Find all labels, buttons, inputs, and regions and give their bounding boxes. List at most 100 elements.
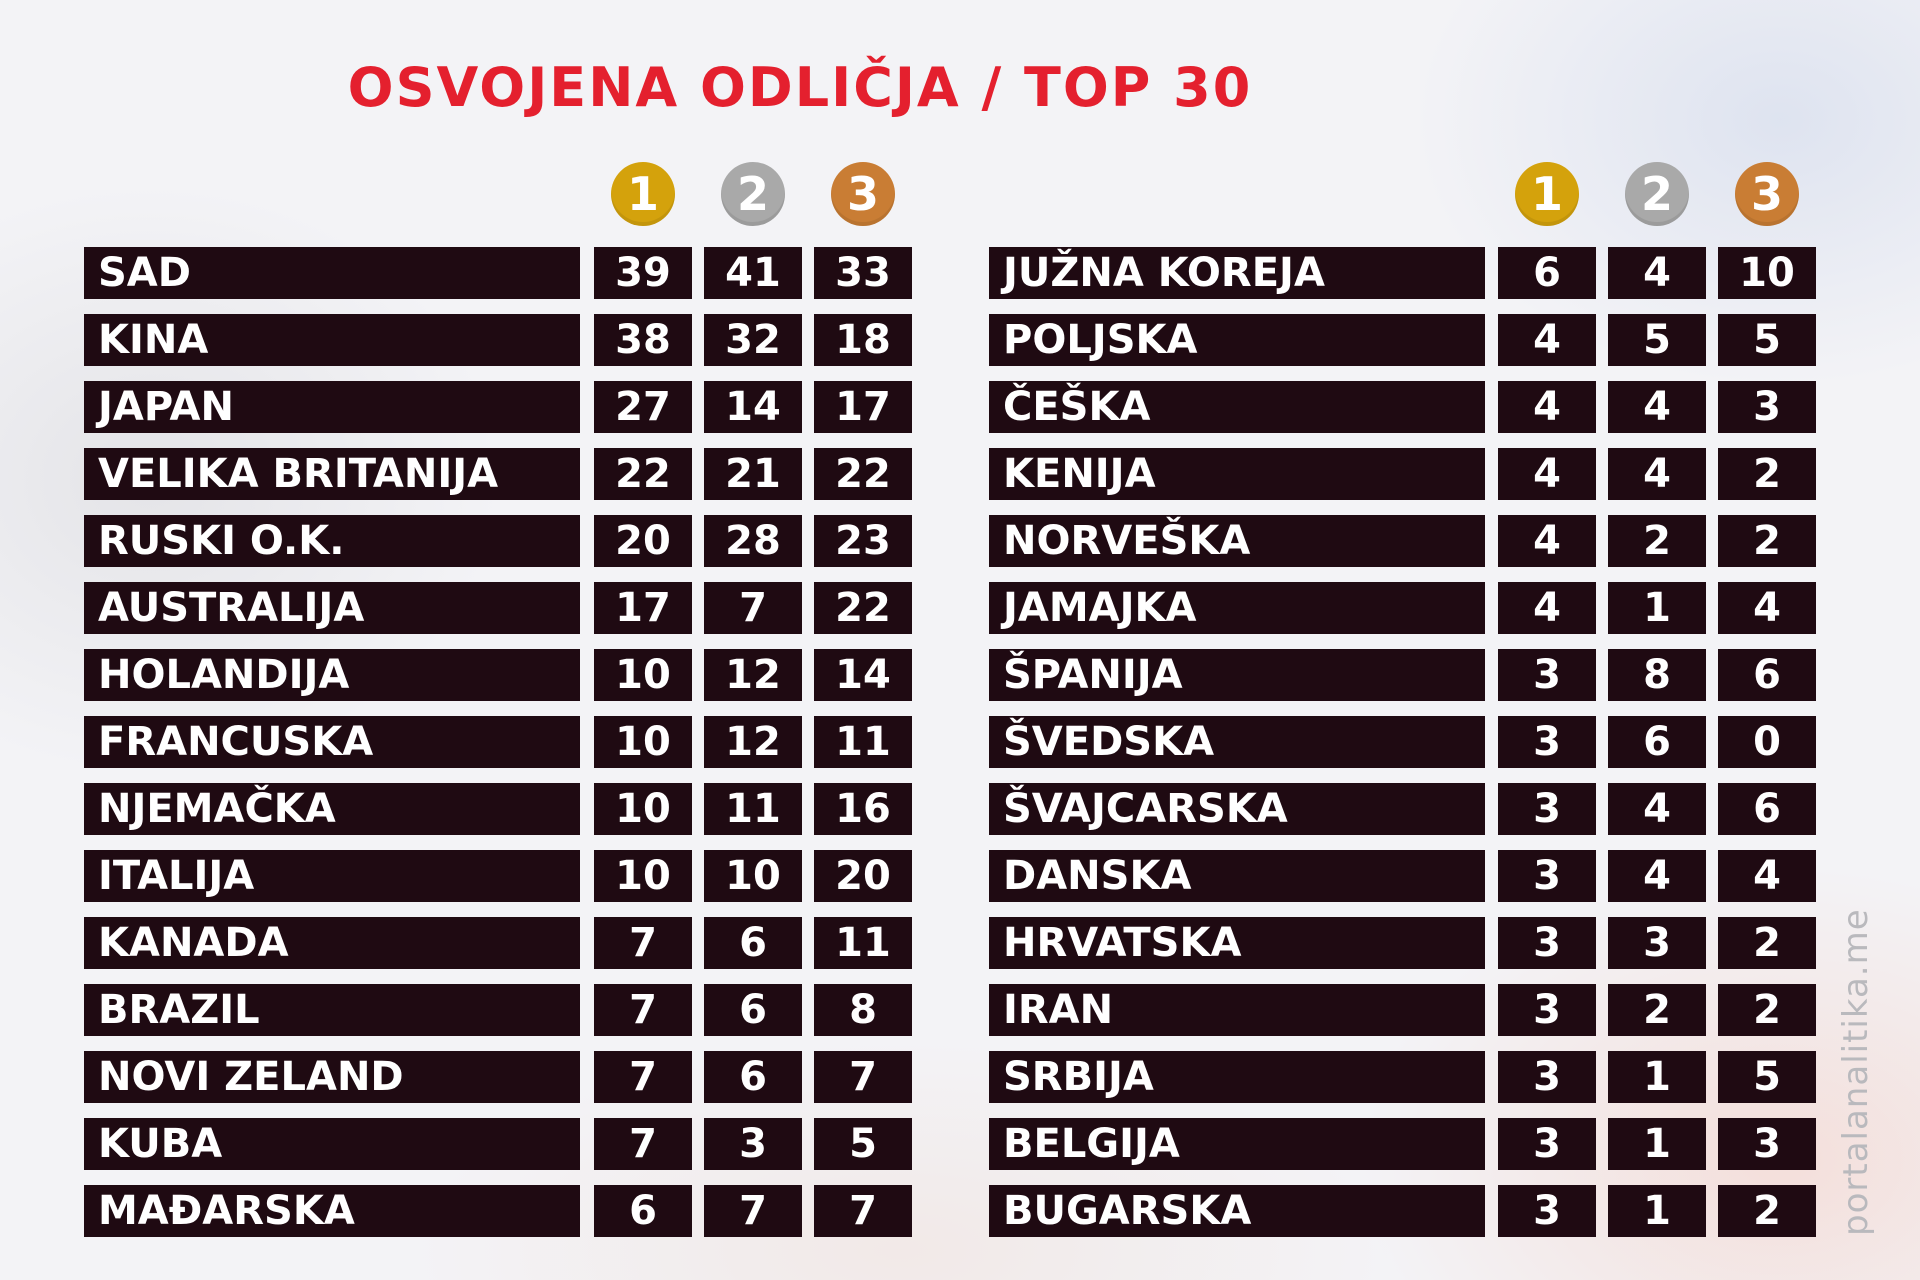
bronze-count: 5 xyxy=(814,1118,912,1170)
country-name: ŠVEDSKA xyxy=(989,716,1485,768)
silver-count: 1 xyxy=(1608,1051,1706,1103)
gold-count: 3 xyxy=(1498,850,1596,902)
silver-count: 4 xyxy=(1608,448,1706,500)
bronze-count: 2 xyxy=(1718,984,1816,1036)
gold-count: 22 xyxy=(594,448,692,500)
gold-count: 10 xyxy=(594,783,692,835)
silver-count: 7 xyxy=(704,1185,802,1237)
country-name: BELGIJA xyxy=(989,1118,1485,1170)
silver-count: 12 xyxy=(704,649,802,701)
silver-count: 12 xyxy=(704,716,802,768)
country-name: MAĐARSKA xyxy=(84,1185,580,1237)
country-name: BUGARSKA xyxy=(989,1185,1485,1237)
gold-count: 3 xyxy=(1498,1185,1596,1237)
gold-count: 3 xyxy=(1498,917,1596,969)
silver-count: 11 xyxy=(704,783,802,835)
gold-count: 3 xyxy=(1498,984,1596,1036)
country-name: KANADA xyxy=(84,917,580,969)
bronze-count: 33 xyxy=(814,247,912,299)
bronze-count: 11 xyxy=(814,716,912,768)
country-name: SAD xyxy=(84,247,580,299)
country-name: ŠPANIJA xyxy=(989,649,1485,701)
country-name: NORVEŠKA xyxy=(989,515,1485,567)
bronze-count: 18 xyxy=(814,314,912,366)
bronze-count: 8 xyxy=(814,984,912,1036)
bronze-count: 7 xyxy=(814,1051,912,1103)
gold-count: 3 xyxy=(1498,649,1596,701)
chart-title: OSVOJENA ODLIČJA / TOP 30 xyxy=(347,56,1253,119)
silver-medal-icon: 2 xyxy=(721,162,785,226)
gold-count: 4 xyxy=(1498,381,1596,433)
bronze-medal-icon: 3 xyxy=(1735,162,1799,226)
gold-count: 7 xyxy=(594,1118,692,1170)
country-name: SRBIJA xyxy=(989,1051,1485,1103)
silver-count: 7 xyxy=(704,582,802,634)
bronze-count: 20 xyxy=(814,850,912,902)
watermark: portalanalitika.me xyxy=(1836,908,1876,1236)
gold-count: 38 xyxy=(594,314,692,366)
country-name: KENIJA xyxy=(989,448,1485,500)
gold-count: 6 xyxy=(594,1185,692,1237)
silver-count: 6 xyxy=(704,917,802,969)
country-name: KINA xyxy=(84,314,580,366)
gold-count: 3 xyxy=(1498,1051,1596,1103)
bronze-count: 4 xyxy=(1718,850,1816,902)
silver-count: 3 xyxy=(1608,917,1706,969)
silver-count: 2 xyxy=(1608,515,1706,567)
gold-count: 3 xyxy=(1498,1118,1596,1170)
gold-medal-icon: 1 xyxy=(1515,162,1579,226)
bronze-count: 6 xyxy=(1718,783,1816,835)
country-name: ITALIJA xyxy=(84,850,580,902)
bronze-count: 5 xyxy=(1718,314,1816,366)
gold-count: 10 xyxy=(594,716,692,768)
silver-count: 6 xyxy=(704,1051,802,1103)
gold-count: 20 xyxy=(594,515,692,567)
country-name: JAPAN xyxy=(84,381,580,433)
bronze-count: 0 xyxy=(1718,716,1816,768)
silver-count: 4 xyxy=(1608,247,1706,299)
bronze-count: 3 xyxy=(1718,1118,1816,1170)
silver-count: 1 xyxy=(1608,1185,1706,1237)
gold-count: 4 xyxy=(1498,582,1596,634)
country-name: BRAZIL xyxy=(84,984,580,1036)
gold-count: 7 xyxy=(594,917,692,969)
gold-count: 3 xyxy=(1498,716,1596,768)
country-name: NJEMAČKA xyxy=(84,783,580,835)
gold-medal-icon: 1 xyxy=(611,162,675,226)
country-name: ČEŠKA xyxy=(989,381,1485,433)
country-name: DANSKA xyxy=(989,850,1485,902)
bronze-count: 11 xyxy=(814,917,912,969)
silver-count: 8 xyxy=(1608,649,1706,701)
bronze-count: 22 xyxy=(814,582,912,634)
bronze-count: 2 xyxy=(1718,515,1816,567)
silver-count: 14 xyxy=(704,381,802,433)
silver-count: 4 xyxy=(1608,783,1706,835)
bronze-count: 2 xyxy=(1718,917,1816,969)
silver-count: 2 xyxy=(1608,984,1706,1036)
bronze-count: 23 xyxy=(814,515,912,567)
silver-count: 41 xyxy=(704,247,802,299)
country-name: NOVI ZELAND xyxy=(84,1051,580,1103)
silver-count: 6 xyxy=(704,984,802,1036)
silver-count: 6 xyxy=(1608,716,1706,768)
silver-count: 1 xyxy=(1608,582,1706,634)
bronze-count: 5 xyxy=(1718,1051,1816,1103)
country-name: POLJSKA xyxy=(989,314,1485,366)
gold-count: 7 xyxy=(594,984,692,1036)
bronze-count: 14 xyxy=(814,649,912,701)
country-name: HRVATSKA xyxy=(989,917,1485,969)
bronze-count: 4 xyxy=(1718,582,1816,634)
silver-count: 3 xyxy=(704,1118,802,1170)
country-name: JAMAJKA xyxy=(989,582,1485,634)
gold-count: 27 xyxy=(594,381,692,433)
silver-count: 10 xyxy=(704,850,802,902)
bronze-count: 6 xyxy=(1718,649,1816,701)
gold-count: 39 xyxy=(594,247,692,299)
country-name: VELIKA BRITANIJA xyxy=(84,448,580,500)
bronze-count: 2 xyxy=(1718,448,1816,500)
country-name: IRAN xyxy=(989,984,1485,1036)
gold-count: 4 xyxy=(1498,448,1596,500)
bronze-count: 7 xyxy=(814,1185,912,1237)
silver-count: 28 xyxy=(704,515,802,567)
country-name: HOLANDIJA xyxy=(84,649,580,701)
